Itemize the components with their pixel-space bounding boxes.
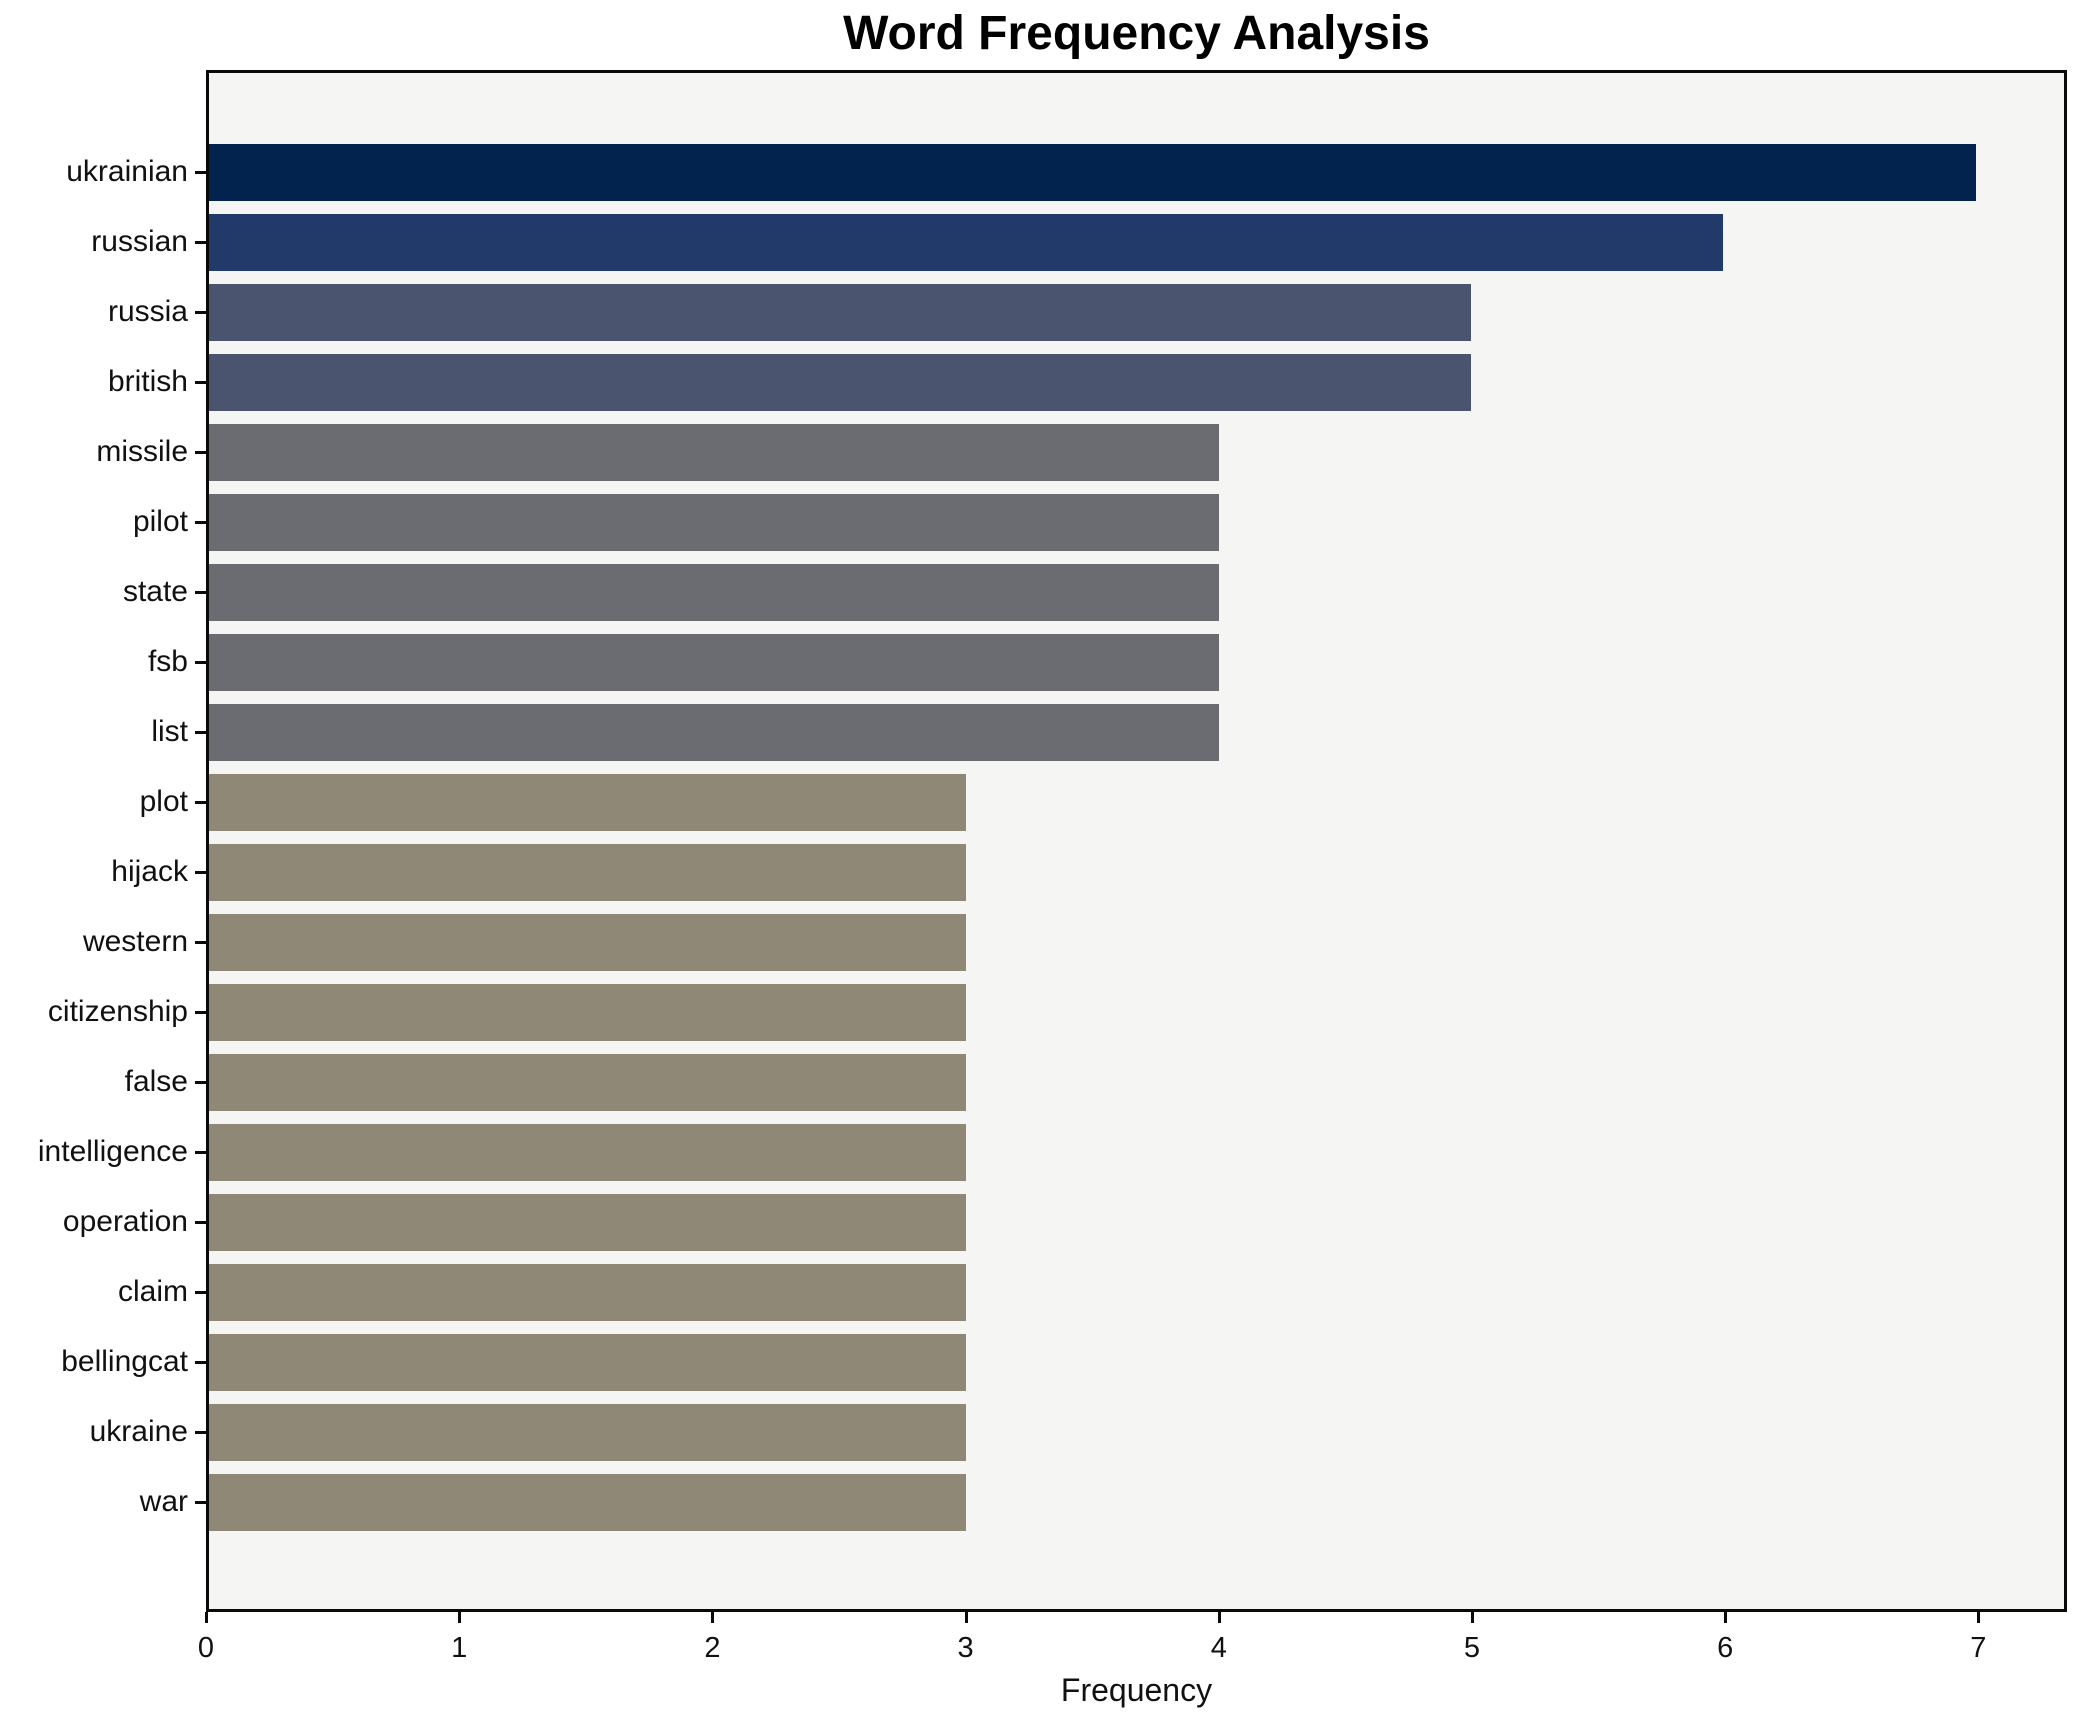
x-tick-mark <box>1724 1612 1728 1623</box>
y-tick-mark <box>195 661 206 664</box>
y-tick-mark <box>195 1361 206 1364</box>
y-tick-label-ukrainian: ukrainian <box>66 155 188 188</box>
x-tick-mark <box>964 1612 968 1623</box>
y-tick-label-fsb: fsb <box>147 645 188 678</box>
bar-list <box>209 703 1219 761</box>
x-tick-label-4: 4 <box>1210 1632 1227 1664</box>
y-tick-mark <box>195 241 206 244</box>
y-tick-label-state: state <box>122 575 188 608</box>
y-tick-label-russian: russian <box>91 225 188 258</box>
y-tick-mark <box>195 451 206 454</box>
y-tick-mark <box>195 1221 206 1224</box>
bar-pilot <box>209 493 1219 551</box>
bar-plot <box>209 773 967 831</box>
y-tick-mark <box>195 1501 206 1504</box>
bar-missile <box>209 423 1219 481</box>
bar-war <box>209 1473 967 1531</box>
y-tick-mark <box>195 801 206 804</box>
bar-bellingcat <box>209 1333 967 1391</box>
x-tick-mark <box>1470 1612 1474 1623</box>
y-tick-mark <box>195 311 206 314</box>
x-tick-label-1: 1 <box>451 1632 468 1664</box>
bar-russia <box>209 283 1471 341</box>
x-tick-label-5: 5 <box>1463 1632 1481 1664</box>
y-tick-label-intelligence: intelligence <box>37 1135 188 1168</box>
chart-title: Word Frequency Analysis <box>843 7 1430 60</box>
bar-ukrainian <box>209 143 1976 201</box>
y-tick-label-list: list <box>151 715 188 748</box>
y-tick-label-plot: plot <box>139 785 188 818</box>
bar-false <box>209 1053 967 1111</box>
y-tick-label-false: false <box>124 1065 188 1098</box>
y-tick-mark <box>195 521 206 524</box>
bar-ukraine <box>209 1403 967 1461</box>
y-tick-label-pilot: pilot <box>132 505 188 538</box>
y-tick-mark <box>195 171 206 174</box>
x-tick-mark <box>458 1612 462 1623</box>
y-tick-label-bellingcat: bellingcat <box>61 1345 188 1378</box>
plot-area <box>206 70 2067 1612</box>
y-tick-mark <box>195 871 206 874</box>
x-tick-mark <box>1217 1612 1221 1623</box>
y-tick-label-british: british <box>107 365 188 398</box>
y-tick-mark <box>195 591 206 594</box>
x-tick-label-7: 7 <box>1970 1632 1987 1664</box>
y-tick-mark <box>195 381 206 384</box>
y-tick-mark <box>195 731 206 734</box>
bar-citizenship <box>209 983 967 1041</box>
bar-state <box>209 563 1219 621</box>
bar-western <box>209 913 967 971</box>
x-tick-mark <box>711 1612 715 1623</box>
x-tick-label-6: 6 <box>1717 1632 1734 1664</box>
y-tick-mark <box>195 1151 206 1154</box>
y-tick-mark <box>195 941 206 944</box>
bar-hijack <box>209 843 967 901</box>
x-axis-title: Frequency <box>1060 1672 1213 1708</box>
y-tick-label-operation: operation <box>62 1205 188 1238</box>
x-tick-mark <box>205 1612 208 1623</box>
y-tick-label-citizenship: citizenship <box>47 995 188 1028</box>
y-tick-label-war: war <box>139 1485 188 1518</box>
bar-operation <box>209 1193 967 1251</box>
y-tick-mark <box>195 1081 206 1084</box>
y-tick-label-claim: claim <box>117 1275 188 1308</box>
y-tick-mark <box>195 1011 206 1014</box>
y-tick-mark <box>195 1291 206 1294</box>
bar-claim <box>209 1263 967 1321</box>
bar-fsb <box>209 633 1219 691</box>
y-tick-label-western: western <box>82 925 188 958</box>
x-tick-label-0: 0 <box>197 1632 215 1664</box>
x-tick-label-3: 3 <box>957 1632 974 1664</box>
x-tick-label-2: 2 <box>704 1632 721 1664</box>
y-tick-label-missile: missile <box>96 435 188 468</box>
bar-intelligence <box>209 1123 967 1181</box>
x-tick-mark <box>1977 1612 1981 1623</box>
y-tick-mark <box>195 1431 206 1434</box>
y-tick-label-russia: russia <box>107 295 188 328</box>
y-tick-label-hijack: hijack <box>111 855 188 888</box>
bar-russian <box>209 213 1724 271</box>
y-tick-label-ukraine: ukraine <box>89 1415 188 1448</box>
bar-british <box>209 353 1471 411</box>
